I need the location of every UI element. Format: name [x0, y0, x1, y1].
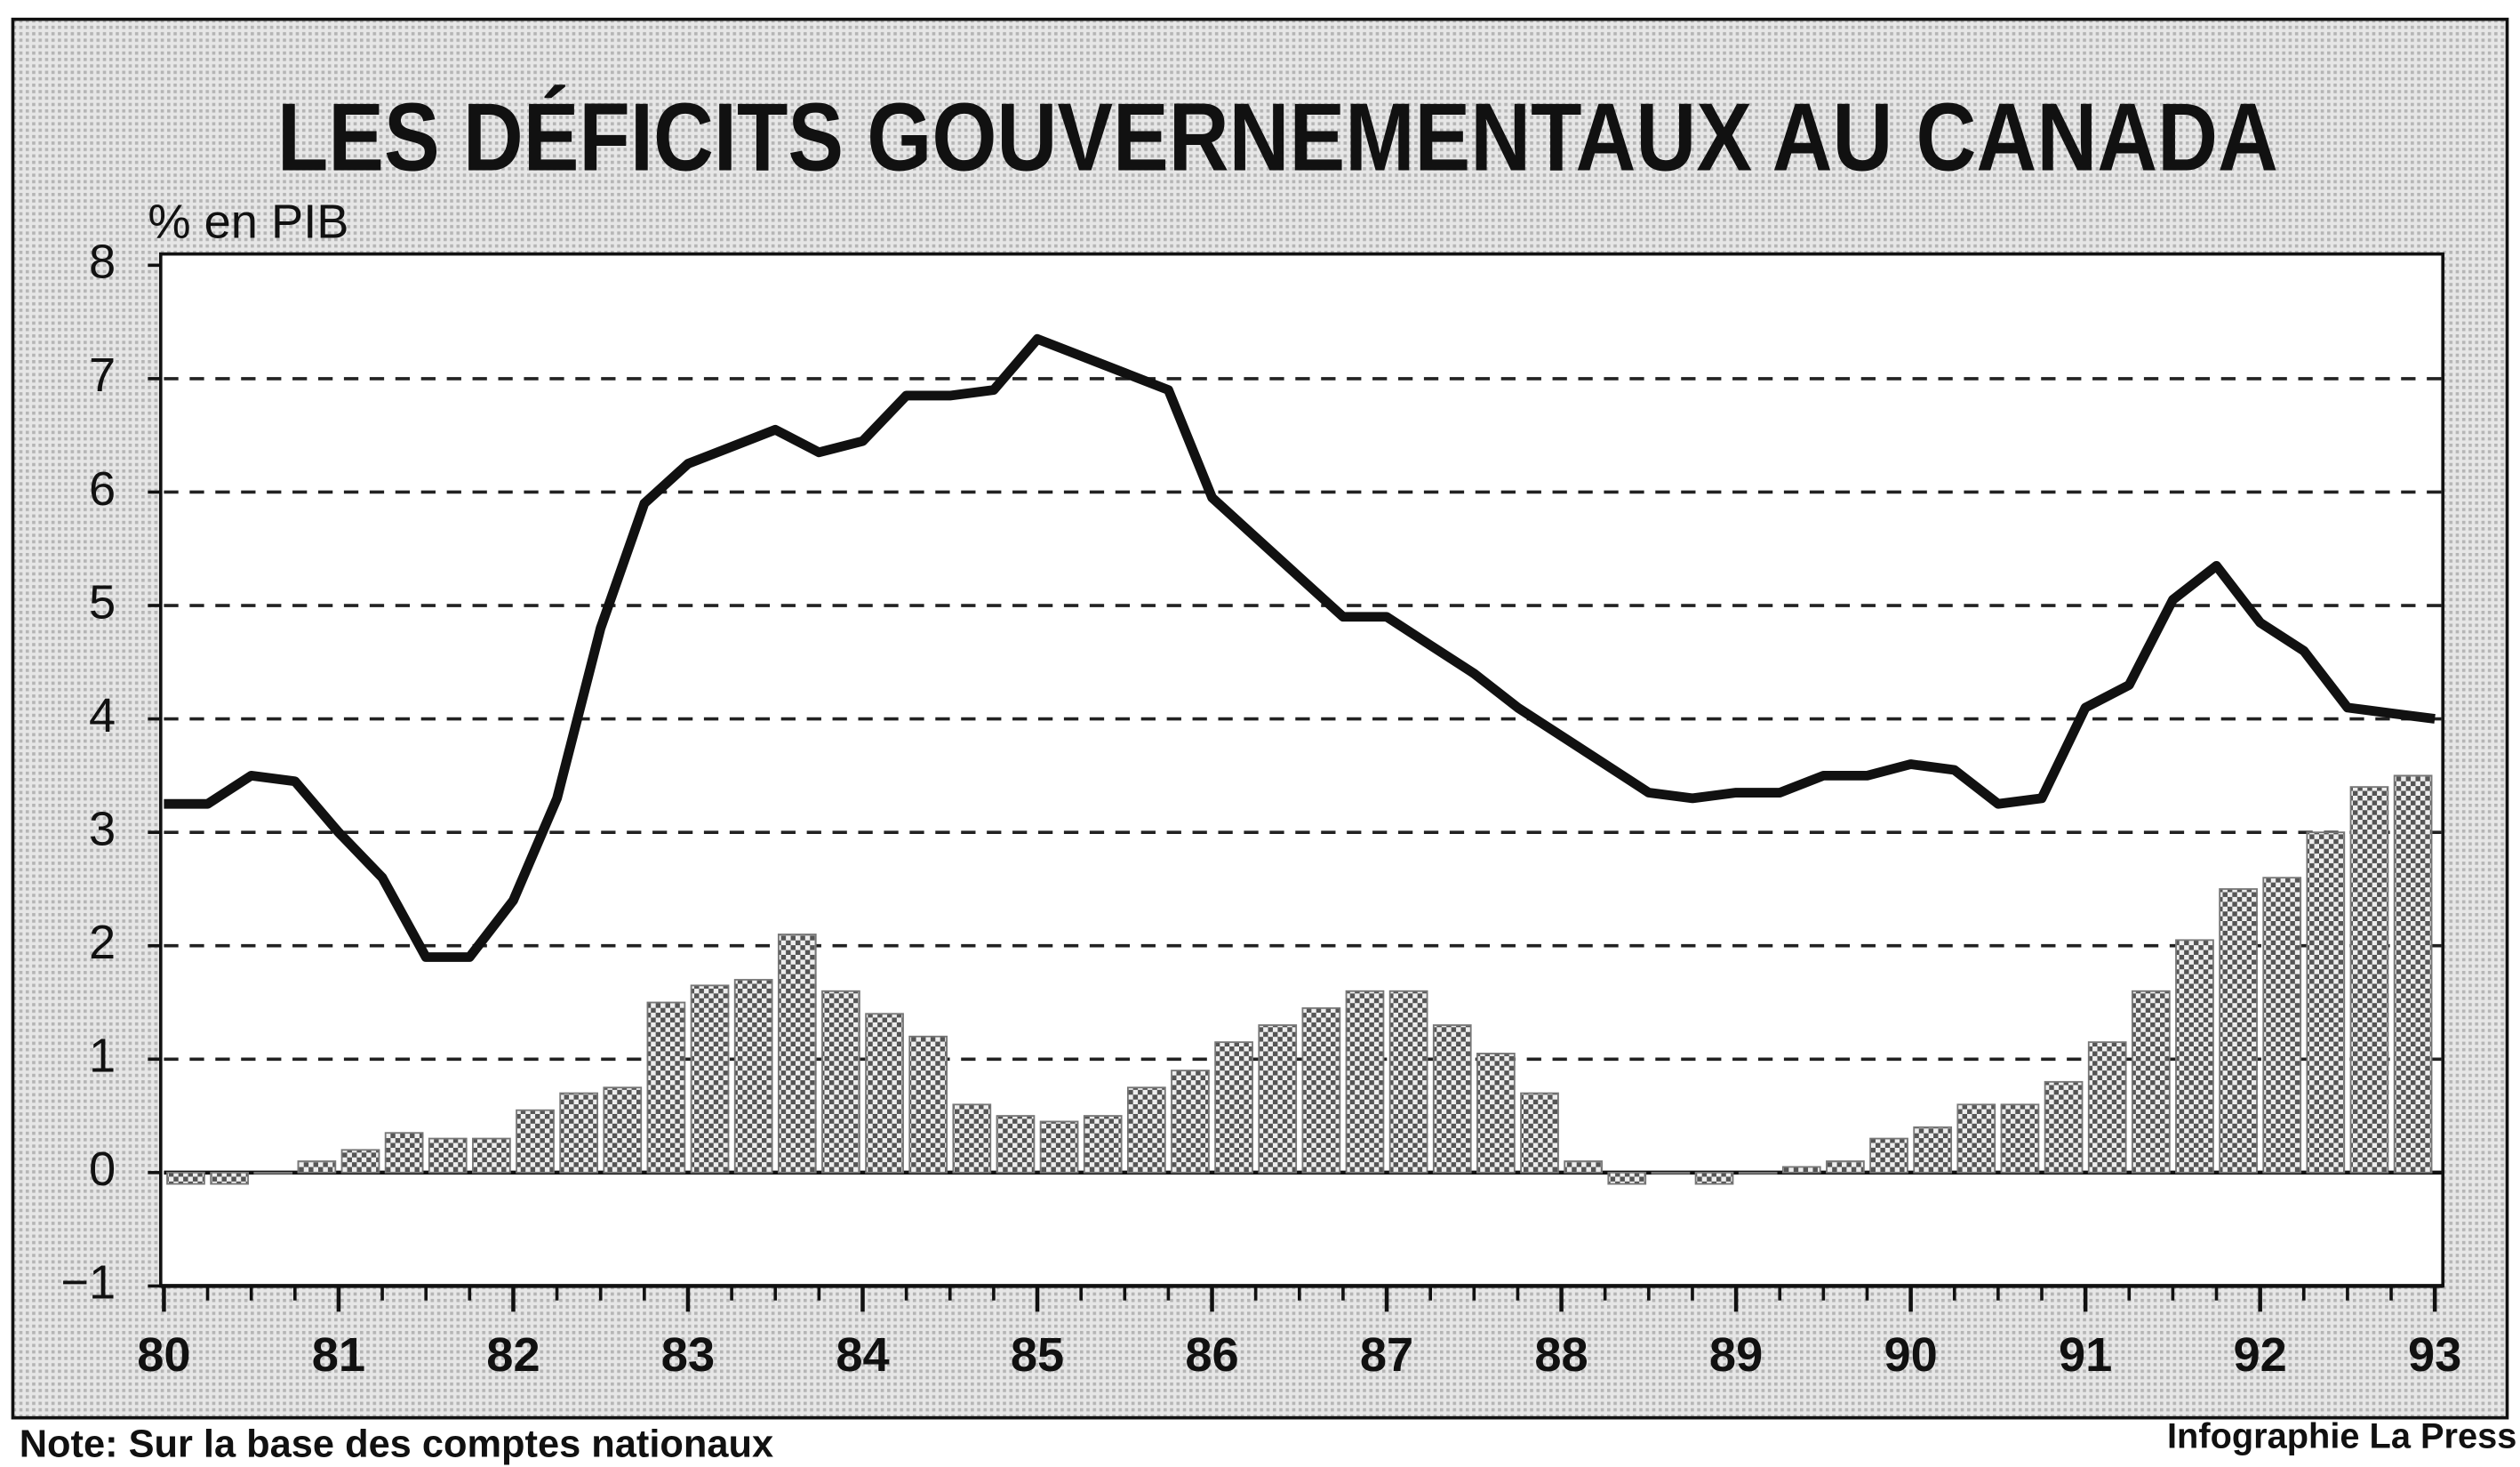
bar — [1651, 1171, 1691, 1174]
bar — [166, 1171, 205, 1185]
bar — [2262, 877, 2302, 1174]
bar — [690, 984, 730, 1174]
bar — [1171, 1070, 1210, 1174]
bar — [384, 1132, 424, 1174]
bar — [297, 1160, 337, 1174]
bar — [559, 1092, 599, 1174]
bar — [2044, 1080, 2084, 1174]
x-tick-label: 82 — [486, 1328, 540, 1382]
x-tick-label: 81 — [312, 1328, 365, 1382]
bar — [908, 1035, 948, 1174]
bar — [1039, 1120, 1079, 1174]
bar — [1781, 1166, 1821, 1174]
bar — [1301, 1006, 1341, 1174]
y-tick-label: 0 — [89, 1142, 116, 1196]
bar — [1869, 1137, 1908, 1174]
x-tick-label: 89 — [1709, 1328, 1763, 1382]
bar — [2087, 1041, 2127, 1174]
y-tick-label: 3 — [89, 802, 116, 855]
bar — [472, 1137, 511, 1174]
y-axis-label: % en PIB — [148, 195, 348, 248]
bar — [1956, 1103, 1996, 1174]
bar — [1214, 1041, 1253, 1174]
bar — [2175, 939, 2214, 1174]
bar — [865, 1013, 904, 1174]
bar — [2219, 888, 2258, 1174]
y-tick-label: 7 — [89, 349, 116, 402]
line — [164, 333, 2436, 962]
x-tick-label: 86 — [1185, 1328, 1238, 1382]
bar — [2393, 774, 2433, 1174]
bar — [1476, 1053, 1516, 1174]
x-tick-label: 92 — [2233, 1328, 2286, 1382]
x-tick-label: 88 — [1534, 1328, 1588, 1382]
y-tick-label: 8 — [89, 236, 116, 289]
bar — [821, 990, 860, 1174]
bar — [1607, 1171, 1647, 1185]
x-tick-label: 90 — [1884, 1328, 1937, 1382]
bar — [1826, 1160, 1865, 1174]
bar — [777, 934, 817, 1174]
bar — [1258, 1024, 1298, 1174]
bar — [1520, 1092, 1559, 1174]
bar — [2306, 831, 2346, 1174]
bar — [2131, 990, 2171, 1174]
bar — [253, 1171, 293, 1174]
bar — [1432, 1024, 1472, 1174]
y-tick-label: 6 — [89, 462, 116, 516]
bar — [603, 1086, 643, 1174]
bar — [1126, 1086, 1166, 1174]
bar — [1564, 1160, 1603, 1174]
bar — [1694, 1171, 1734, 1185]
bar — [1913, 1126, 1953, 1174]
x-tick-label: 87 — [1360, 1328, 1413, 1382]
y-tick-label: 5 — [89, 575, 116, 629]
bar — [1345, 990, 1385, 1174]
chart-title: LES DÉFICITS GOUVERNEMENTAUX AU CANADA — [277, 83, 2278, 190]
x-tick-label: 91 — [2059, 1328, 2112, 1382]
bar — [428, 1137, 468, 1174]
bar — [952, 1103, 992, 1174]
bar — [1083, 1115, 1123, 1174]
y-tick-label: −1 — [60, 1256, 116, 1310]
source: Infographie La Press — [2167, 1417, 2516, 1456]
bar — [210, 1171, 249, 1185]
y-tick-label: 4 — [89, 689, 116, 742]
bar — [1738, 1171, 1778, 1174]
y-tick-label: 1 — [89, 1030, 116, 1083]
bar — [2000, 1103, 2040, 1174]
x-tick-label: 84 — [836, 1328, 889, 1382]
note: Note: Sur la base des comptes nationaux — [20, 1423, 773, 1466]
x-tick-label: 80 — [137, 1328, 190, 1382]
x-tick-label: 93 — [2408, 1328, 2461, 1382]
bar — [340, 1149, 380, 1174]
bar — [1388, 990, 1428, 1174]
bar — [646, 1001, 686, 1174]
bar — [996, 1115, 1036, 1174]
x-tick-label: 83 — [661, 1328, 715, 1382]
bar — [733, 979, 773, 1174]
y-tick-label: 2 — [89, 916, 116, 969]
bar — [2349, 786, 2389, 1174]
bar — [516, 1109, 555, 1174]
x-tick-label: 85 — [1011, 1328, 1064, 1382]
